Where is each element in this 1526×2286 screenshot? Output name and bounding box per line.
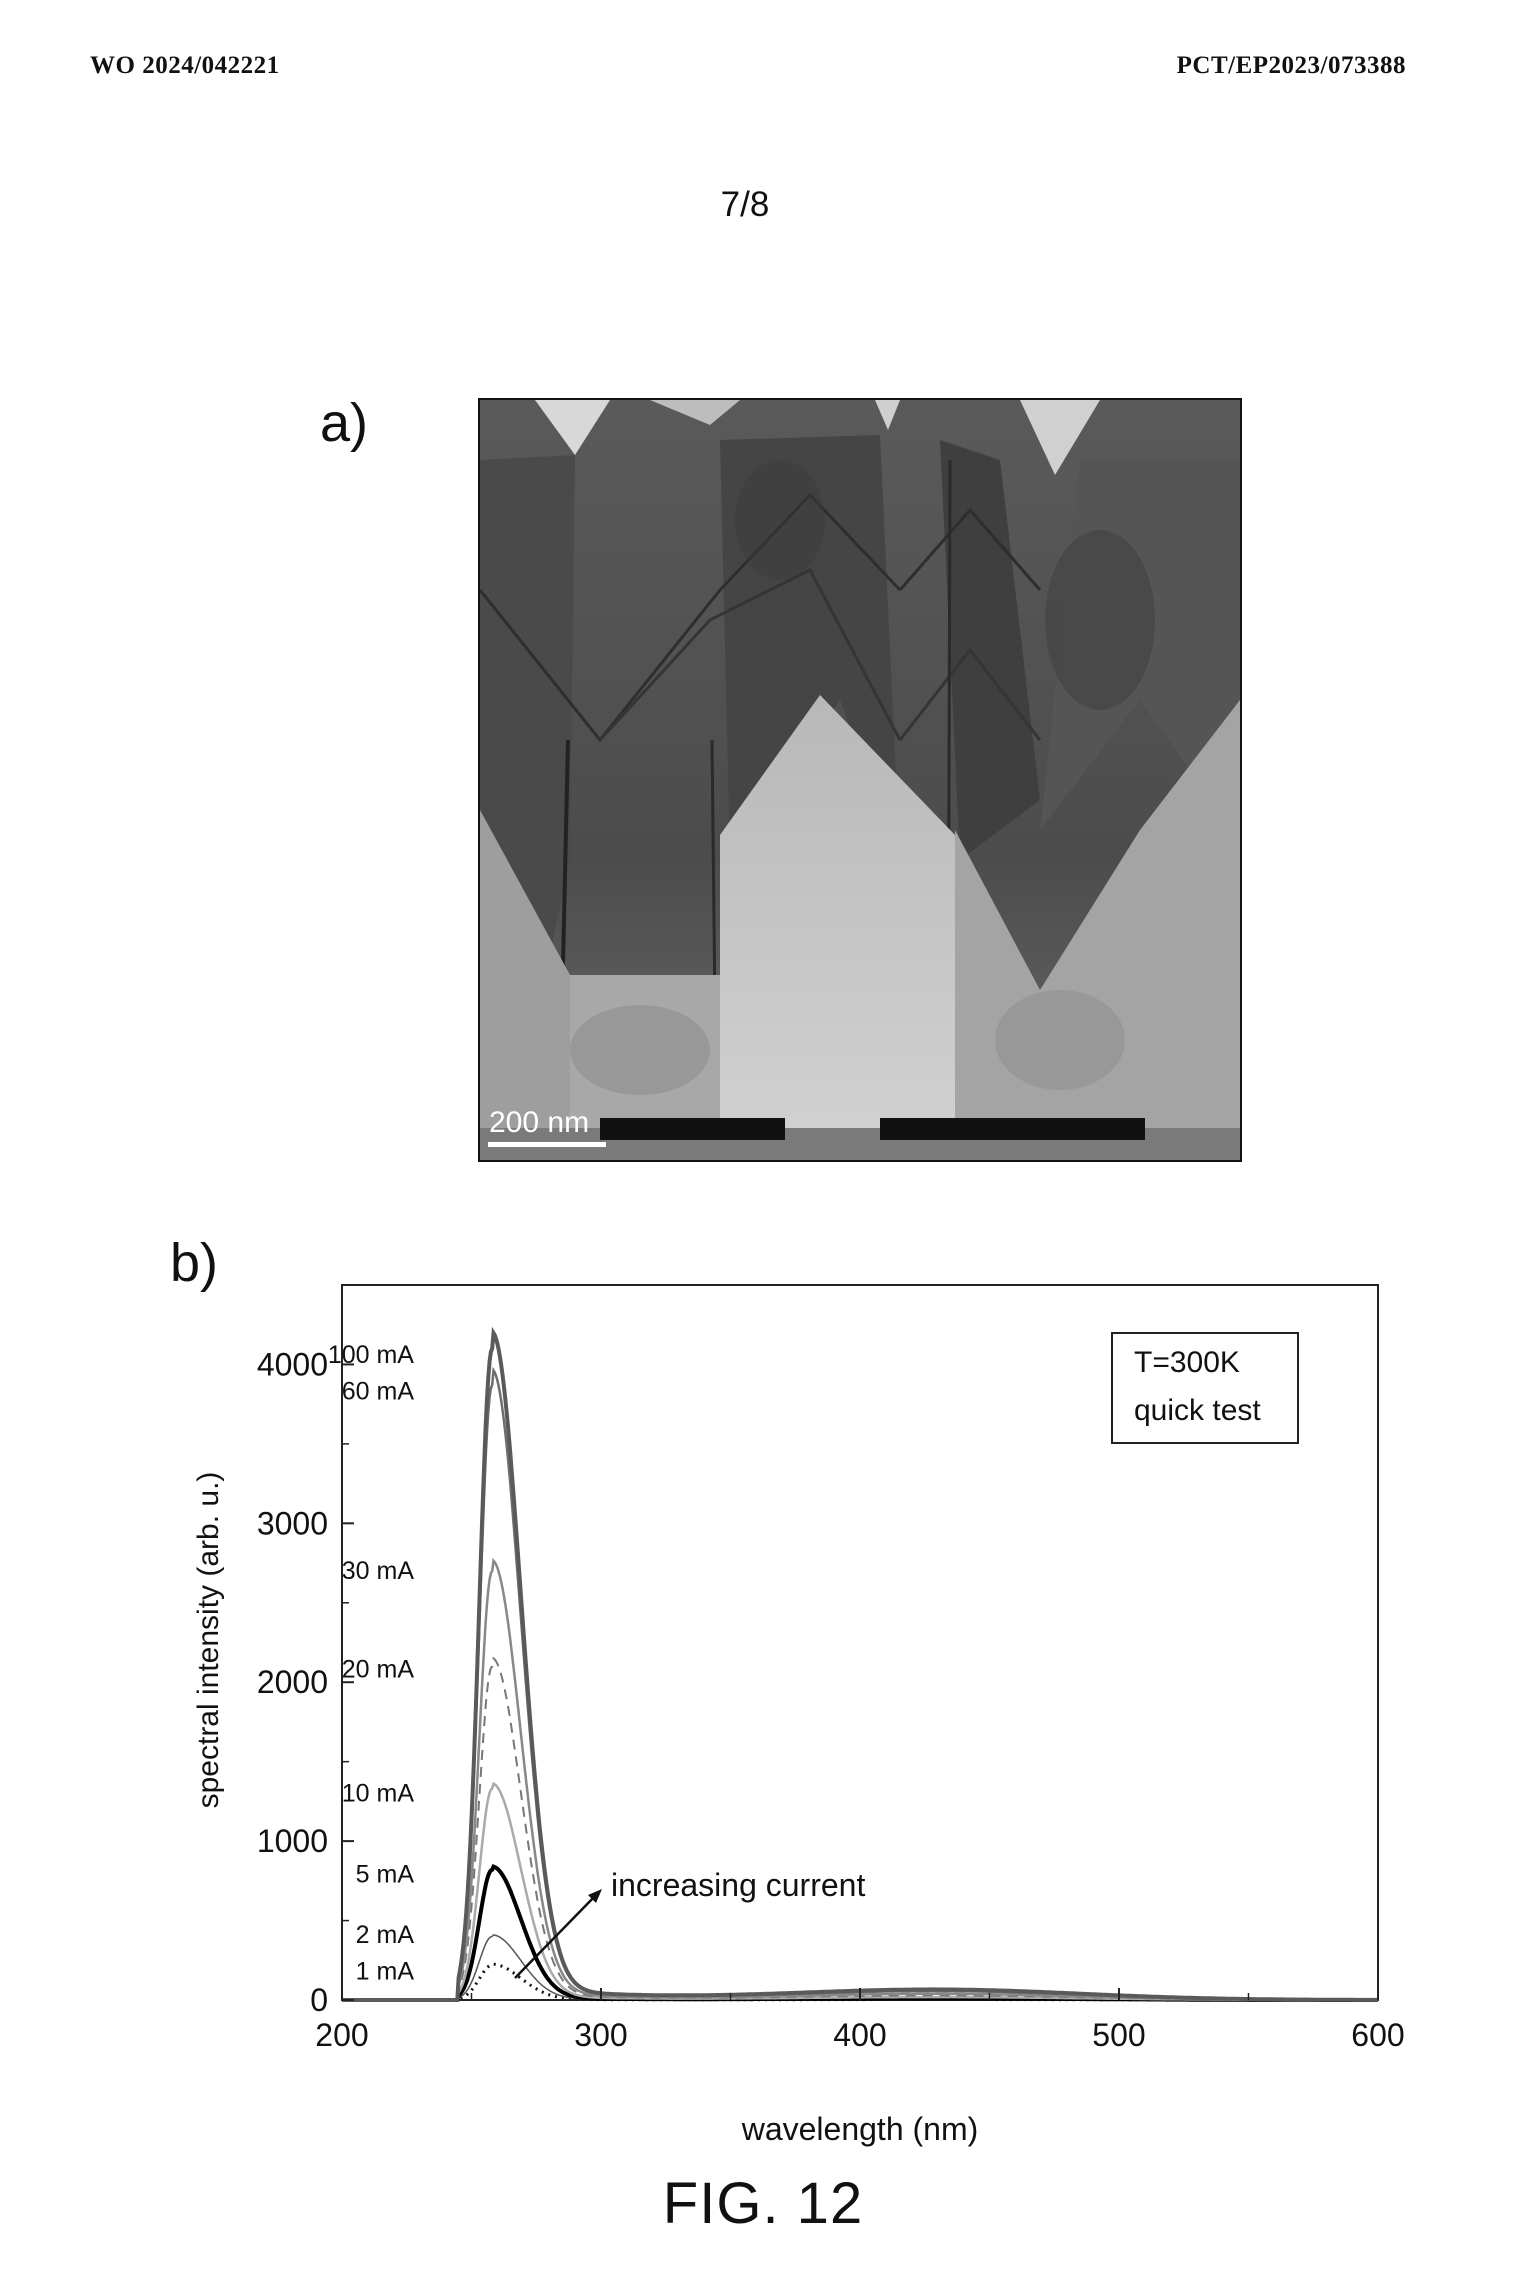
- annotation-text: increasing current: [611, 1867, 865, 1903]
- x-tick-label: 500: [1092, 2017, 1145, 2053]
- series-line-60-ma: [342, 1366, 1378, 2002]
- panel-b-label: b): [170, 1233, 219, 1293]
- info-box-line-1: T=300K: [1134, 1346, 1240, 1379]
- panel-a-label: a): [320, 393, 369, 453]
- series-label: 60 mA: [342, 1377, 415, 1405]
- info-box: T=300K quick test: [1111, 1332, 1299, 1444]
- y-tick-label: 3000: [257, 1505, 328, 1541]
- patent-number: WO 2024/042221: [90, 52, 280, 79]
- axis-layer: 200 300 400 500 600 0 1000 2000 3000 4000: [257, 1346, 1405, 2053]
- application-number: PCT/EP2023/073388: [1176, 52, 1406, 79]
- tem-micrograph: [478, 398, 1242, 1162]
- micrograph-image: [480, 400, 1240, 1160]
- series-line-30-ma: [342, 1557, 1378, 2002]
- annotation-arrowhead: [588, 1889, 602, 1903]
- x-tick-label: 400: [833, 2017, 886, 2053]
- y-tick-label: 1000: [257, 1823, 328, 1859]
- y-tick-label: 2000: [257, 1664, 328, 1700]
- increasing-current-annotation: increasing current: [514, 1867, 865, 1979]
- series-labels: 1 mA 2 mA 5 mA 10 mA 20 mA 30 mA 60 mA 100 mA: [328, 1341, 414, 1985]
- series-label: 5 mA: [356, 1860, 415, 1888]
- series-label: 10 mA: [342, 1779, 415, 1807]
- figure-caption: FIG. 12: [662, 2171, 864, 2236]
- annotation-arrow: [514, 1892, 599, 1979]
- series-label: 100 mA: [328, 1341, 414, 1369]
- y-tick-label: 4000: [257, 1346, 328, 1382]
- series-label: 20 mA: [342, 1655, 415, 1683]
- scale-bar-label: 200 nm: [489, 1106, 590, 1139]
- series-line-20-ma: [342, 1656, 1378, 2001]
- sheet-number: 7/8: [720, 185, 770, 224]
- y-tick-label: 0: [310, 1982, 328, 2018]
- x-tick-label: 300: [574, 2017, 627, 2053]
- x-tick-label: 200: [315, 2017, 368, 2053]
- info-box-line-2: quick test: [1134, 1394, 1261, 1427]
- x-tick-label: 600: [1351, 2017, 1404, 2053]
- series-label: 2 mA: [356, 1921, 415, 1949]
- info-box-frame: [1111, 1332, 1299, 1444]
- series-label: 30 mA: [342, 1557, 415, 1585]
- series-label: 1 mA: [356, 1957, 415, 1985]
- x-axis-label: wavelength (nm): [741, 2111, 979, 2147]
- y-axis-label: spectral intensity (arb. u.): [192, 1472, 225, 1809]
